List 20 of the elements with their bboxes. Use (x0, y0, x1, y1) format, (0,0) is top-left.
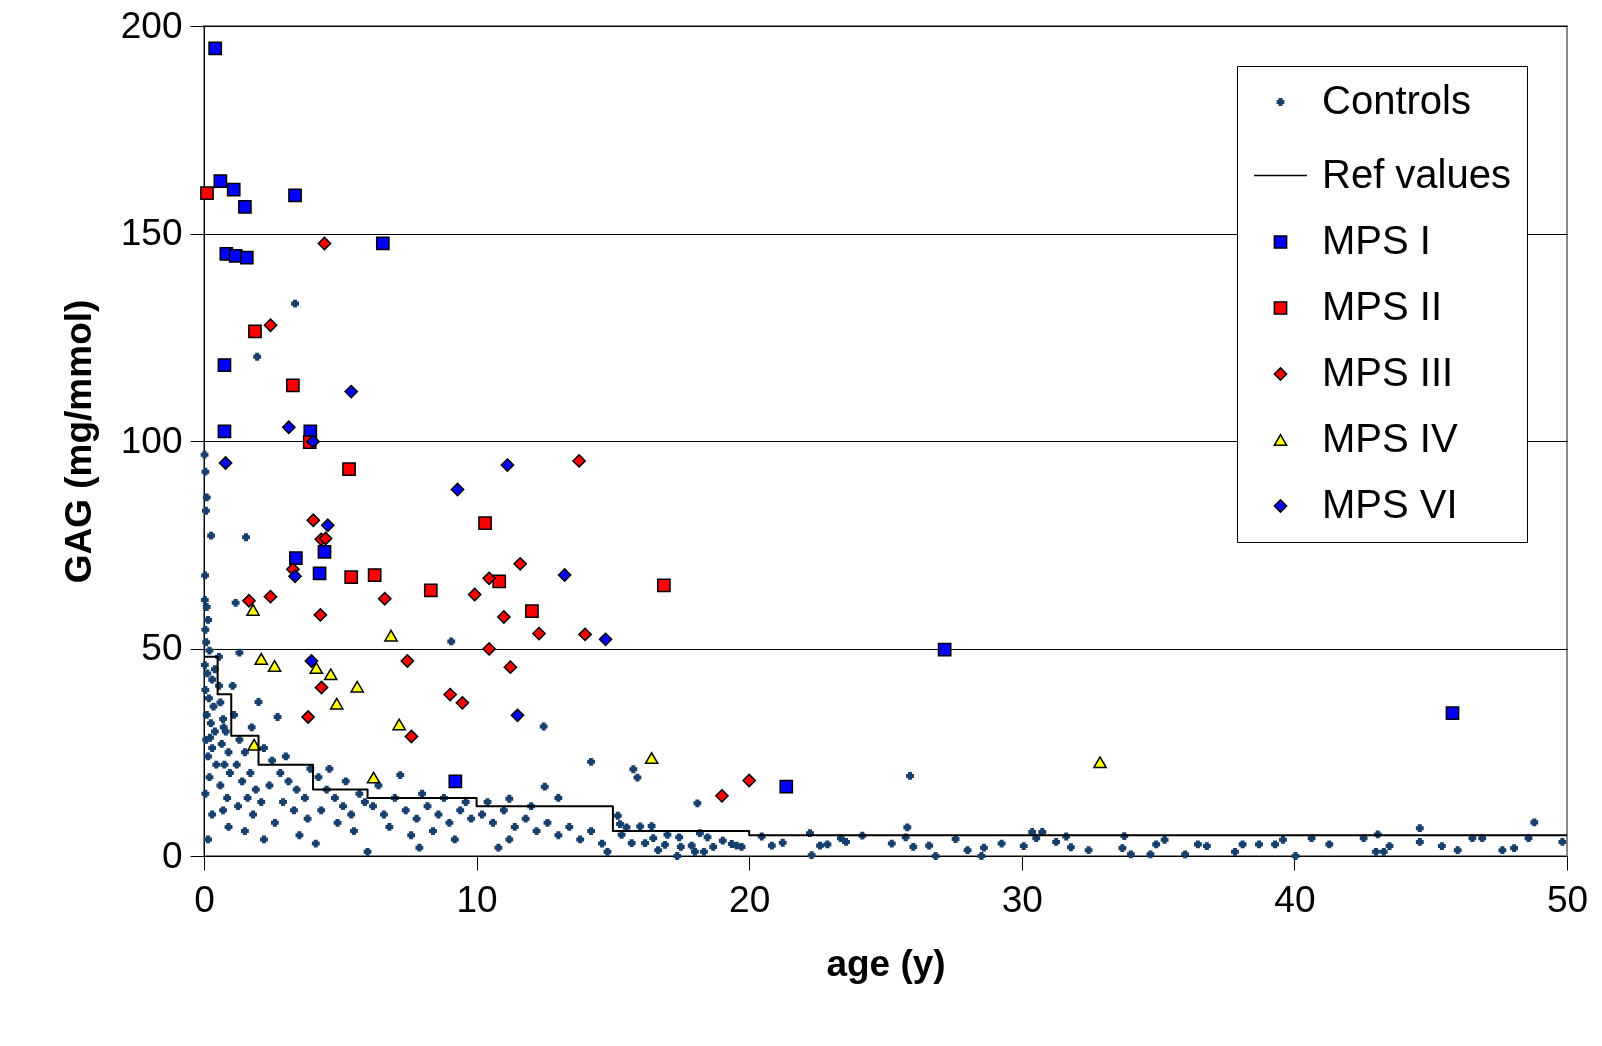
x-tick-label: 30 (1001, 878, 1043, 920)
legend-label: Controls (1322, 78, 1471, 122)
legend-label: MPS III (1322, 350, 1454, 394)
x-axis-title: age (y) (826, 942, 946, 984)
x-tick-label: 20 (729, 878, 771, 920)
legend-label: MPS II (1322, 284, 1443, 328)
y-tick-label: 100 (120, 419, 183, 461)
legend-label: MPS IV (1322, 416, 1458, 460)
legend-label: MPS I (1322, 218, 1431, 262)
y-tick-label: 200 (120, 4, 183, 46)
x-tick-label: 40 (1274, 878, 1316, 920)
legend-label: Ref values (1322, 151, 1511, 196)
y-axis-title: GAG (mg/mmol) (57, 299, 99, 584)
x-tick-label: 0 (194, 878, 215, 920)
y-tick-label: 150 (120, 212, 183, 253)
y-tick-label: 0 (161, 834, 183, 876)
legend-label: MPS VI (1322, 482, 1458, 526)
x-tick-label: 50 (1546, 878, 1589, 920)
x-tick-label: 10 (456, 878, 498, 920)
y-tick-label: 50 (141, 627, 183, 668)
